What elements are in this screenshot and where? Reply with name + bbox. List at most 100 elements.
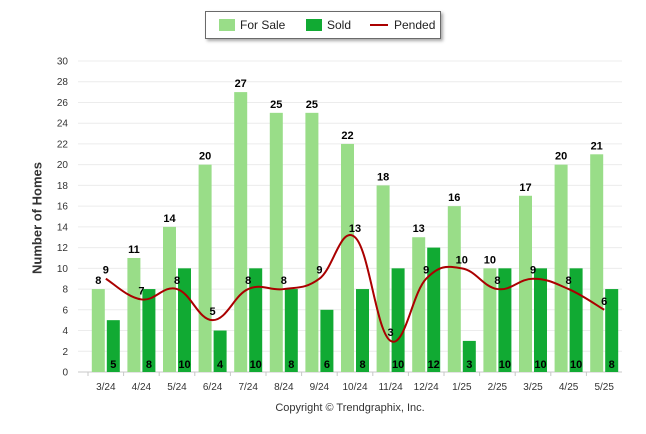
x-tick-label: 11/24 bbox=[378, 382, 403, 393]
x-tick-label: 4/24 bbox=[132, 382, 152, 393]
data-label-sold: 5 bbox=[110, 359, 116, 371]
y-tick-label: 24 bbox=[57, 119, 69, 130]
legend-item-for-sale[interactable]: For Sale bbox=[219, 12, 285, 38]
x-tick-label: 7/24 bbox=[238, 382, 258, 393]
bar-sold bbox=[605, 289, 619, 372]
x-tick-label: 8/24 bbox=[274, 382, 294, 393]
data-label-sold: 10 bbox=[534, 359, 546, 371]
data-label-sold: 8 bbox=[288, 359, 294, 371]
bar-sold bbox=[427, 247, 441, 372]
bar-sold bbox=[534, 268, 547, 372]
bar-for-sale bbox=[127, 257, 141, 372]
y-tick-label: 8 bbox=[62, 285, 68, 296]
bar-sold bbox=[498, 268, 512, 372]
y-tick-label: 30 bbox=[57, 57, 69, 68]
data-label-sold: 10 bbox=[392, 359, 404, 371]
bar-sold bbox=[320, 309, 334, 372]
data-label-for-sale: 22 bbox=[341, 130, 353, 142]
data-label-sold: 3 bbox=[466, 359, 472, 371]
x-tick-label: 3/24 bbox=[96, 382, 116, 393]
line-pended bbox=[105, 234, 605, 343]
data-label-pended: 9 bbox=[530, 265, 536, 277]
bar-for-sale bbox=[519, 195, 532, 372]
data-label-sold: 10 bbox=[250, 359, 262, 371]
data-label-pended: 8 bbox=[245, 275, 251, 287]
bar-sold bbox=[462, 340, 476, 372]
bar-sold bbox=[142, 289, 156, 372]
y-tick-label: 28 bbox=[57, 77, 69, 88]
data-label-for-sale: 13 bbox=[413, 223, 425, 235]
data-label-pended: 9 bbox=[103, 265, 109, 277]
bar-for-sale bbox=[554, 164, 568, 372]
data-label-sold: 8 bbox=[146, 359, 152, 371]
data-label-for-sale: 25 bbox=[306, 99, 318, 111]
bar-for-sale bbox=[483, 268, 497, 372]
data-label-pended: 6 bbox=[601, 296, 607, 308]
data-label-sold: 10 bbox=[570, 359, 582, 371]
y-tick-label: 20 bbox=[57, 160, 69, 171]
bar-for-sale bbox=[234, 92, 248, 372]
data-label-sold: 6 bbox=[324, 359, 330, 371]
legend-label-for-sale: For Sale bbox=[240, 18, 286, 32]
legend-swatch-for-sale bbox=[219, 19, 235, 31]
bar-sold bbox=[391, 268, 405, 372]
data-label-for-sale: 10 bbox=[484, 254, 496, 266]
y-tick-label: 16 bbox=[57, 202, 69, 213]
x-tick-label: 4/25 bbox=[559, 382, 579, 393]
bar-sold bbox=[356, 289, 369, 372]
data-label-sold: 12 bbox=[428, 359, 440, 371]
y-tick-label: 22 bbox=[57, 139, 69, 150]
legend: For Sale Sold Pended bbox=[205, 11, 441, 39]
x-tick-label: 9/24 bbox=[310, 382, 330, 393]
data-label-pended: 8 bbox=[494, 275, 500, 287]
data-label-pended: 8 bbox=[566, 275, 572, 287]
data-label-for-sale: 20 bbox=[555, 151, 567, 163]
legend-item-sold[interactable]: Sold bbox=[306, 12, 351, 38]
y-tick-label: 18 bbox=[57, 181, 69, 192]
x-tick-label: 10/24 bbox=[342, 382, 367, 393]
x-tick-label: 2/25 bbox=[488, 382, 508, 393]
data-label-pended: 8 bbox=[281, 275, 287, 287]
bar-for-sale bbox=[305, 112, 319, 372]
data-label-pended: 7 bbox=[138, 285, 144, 297]
legend-swatch-pended bbox=[370, 24, 388, 26]
legend-label-sold: Sold bbox=[327, 18, 352, 32]
x-tick-label: 5/25 bbox=[594, 382, 614, 393]
data-label-sold: 8 bbox=[609, 359, 615, 371]
data-label-for-sale: 11 bbox=[128, 244, 140, 256]
bar-for-sale bbox=[341, 143, 354, 372]
data-label-pended: 8 bbox=[174, 275, 180, 287]
bar-sold bbox=[284, 289, 298, 372]
legend-item-pended[interactable]: Pended bbox=[370, 12, 435, 38]
bar-for-sale bbox=[412, 237, 426, 372]
data-label-pended: 9 bbox=[316, 265, 322, 277]
data-label-for-sale: 27 bbox=[235, 78, 247, 90]
y-tick-label: 6 bbox=[62, 305, 68, 316]
data-label-sold: 10 bbox=[499, 359, 511, 371]
copyright-footer: Copyright © Trendgraphix, Inc. bbox=[275, 402, 425, 414]
data-label-pended: 9 bbox=[423, 265, 429, 277]
legend-label-pended: Pended bbox=[394, 18, 436, 32]
bar-for-sale bbox=[198, 164, 212, 372]
bar-for-sale bbox=[376, 185, 390, 372]
data-label-for-sale: 8 bbox=[95, 275, 101, 287]
data-label-for-sale: 21 bbox=[591, 140, 603, 152]
y-tick-label: 2 bbox=[62, 347, 68, 358]
x-tick-label: 12/24 bbox=[414, 382, 439, 393]
y-tick-label: 26 bbox=[57, 98, 69, 109]
y-axis-label: Number of Homes bbox=[29, 162, 45, 274]
data-label-for-sale: 14 bbox=[163, 213, 176, 225]
data-label-for-sale: 17 bbox=[519, 182, 531, 194]
data-label-pended: 10 bbox=[456, 254, 468, 266]
data-label-pended: 3 bbox=[388, 327, 394, 339]
x-tick-label: 3/25 bbox=[523, 382, 543, 393]
data-label-pended: 5 bbox=[210, 306, 216, 318]
bar-sold bbox=[249, 268, 263, 372]
y-tick-label: 10 bbox=[57, 264, 69, 275]
data-label-for-sale: 20 bbox=[199, 151, 211, 163]
bar-sold bbox=[178, 268, 191, 372]
legend-swatch-sold bbox=[306, 19, 322, 31]
y-tick-label: 12 bbox=[57, 243, 69, 254]
bar-for-sale bbox=[163, 226, 176, 372]
